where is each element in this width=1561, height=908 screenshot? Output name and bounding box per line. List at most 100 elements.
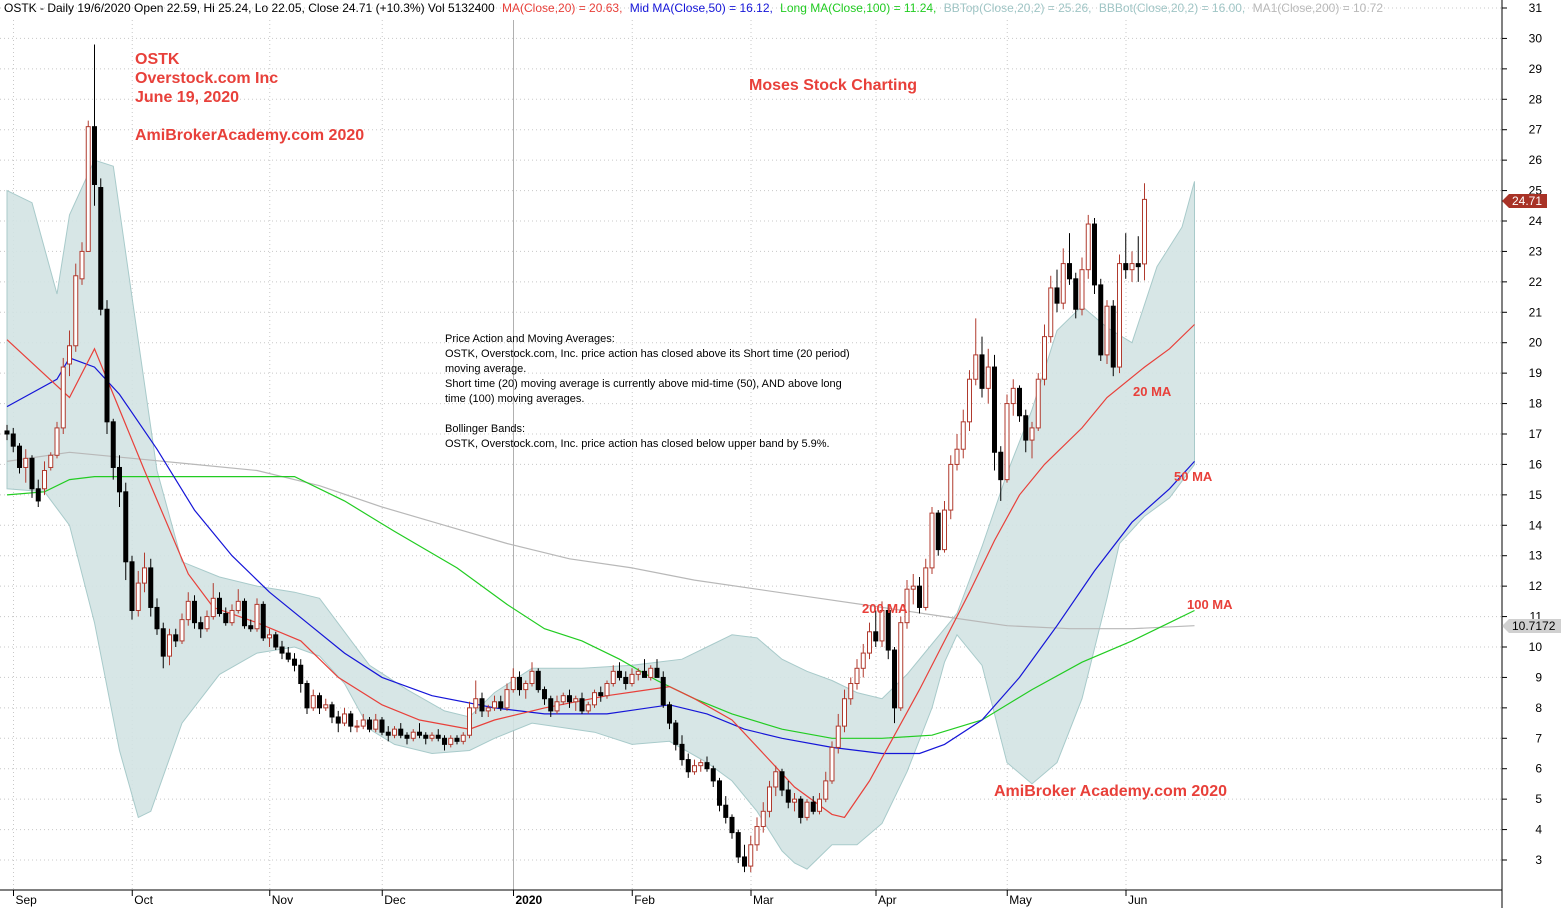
candle-body	[379, 719, 385, 733]
candle	[29, 455, 35, 498]
candle	[867, 622, 872, 660]
candle	[198, 616, 204, 638]
candle-body	[967, 378, 972, 423]
ma50-line	[6, 357, 1195, 755]
candle	[917, 577, 922, 614]
candle-body	[1079, 269, 1085, 310]
candle-body	[404, 734, 410, 739]
candle-body	[742, 856, 747, 867]
candle	[529, 662, 535, 687]
candle	[367, 716, 372, 733]
candle	[1135, 236, 1141, 282]
candle	[217, 592, 222, 617]
y-tick-label: 23	[1529, 244, 1543, 258]
candle	[735, 829, 741, 864]
candle	[229, 604, 235, 626]
candle	[67, 330, 72, 377]
candle	[17, 443, 22, 474]
y-tick-label: 15	[1529, 488, 1543, 502]
candle	[92, 44, 97, 206]
header-symbol-info: OSTK - Daily 19/6/2020 Open 22.59, Hi 25…	[4, 1, 1383, 15]
x-tick-label: May	[1009, 893, 1032, 907]
candle	[579, 692, 585, 714]
candle	[554, 695, 560, 714]
candle	[923, 558, 929, 611]
candle	[317, 692, 322, 714]
candle-body	[135, 582, 141, 611]
candle-body	[354, 725, 360, 728]
candle-body	[535, 670, 541, 691]
candle-body	[610, 670, 616, 685]
candle	[992, 354, 997, 471]
candle	[417, 723, 422, 739]
header-ma20: MA(Close,20) = 20.63,	[502, 1, 622, 15]
candle	[335, 710, 341, 733]
candle	[892, 647, 897, 724]
candle-body	[160, 628, 166, 657]
candle	[442, 735, 447, 751]
candle-body	[23, 457, 29, 468]
candle-body	[592, 692, 597, 706]
candle-body	[348, 713, 354, 727]
candle-body	[398, 728, 404, 736]
candle	[829, 741, 835, 784]
candle	[754, 817, 760, 851]
candle-body	[267, 634, 272, 639]
candle-body	[429, 734, 435, 739]
candle	[210, 583, 216, 620]
candle-body	[985, 366, 991, 389]
note-line: Price Action and Moving Averages:	[445, 333, 615, 345]
y-tick-label: 7	[1535, 731, 1542, 745]
candle-body	[29, 457, 35, 490]
candle	[1085, 214, 1091, 279]
candle-body	[1123, 263, 1129, 271]
candle	[4, 424, 10, 441]
last-price-text: 24.71	[1512, 194, 1542, 208]
candle	[929, 507, 935, 574]
candle	[798, 796, 804, 824]
candle	[348, 710, 354, 733]
candle-body	[85, 126, 91, 252]
candle	[748, 835, 754, 873]
candle-body	[60, 366, 66, 429]
candle-body	[1023, 415, 1029, 441]
candle-body	[1029, 427, 1035, 441]
candle	[354, 720, 360, 733]
candle	[817, 793, 822, 815]
y-tick-label: 14	[1529, 518, 1543, 532]
candle-body	[254, 603, 260, 630]
candle	[292, 653, 297, 672]
candle-body	[860, 652, 866, 669]
candle-body	[1017, 387, 1022, 417]
candle-body	[510, 676, 516, 691]
candle	[342, 707, 347, 727]
candle-body	[667, 704, 672, 724]
candle	[660, 671, 666, 708]
ma50-label: 50 MA	[1174, 469, 1213, 484]
candle-body	[798, 798, 804, 818]
candle	[1129, 251, 1135, 282]
candle-body	[935, 512, 941, 551]
candle-body	[448, 737, 454, 745]
site-label: AmiBrokerAcademy.com 2020	[135, 127, 364, 144]
candle-body	[692, 765, 697, 773]
candle	[585, 701, 591, 714]
candle-body	[98, 187, 104, 310]
candle	[60, 357, 66, 434]
candle-body	[292, 658, 297, 666]
y-tick-label: 31	[1529, 1, 1543, 15]
candle	[429, 732, 435, 742]
candle	[98, 178, 104, 316]
candle	[1079, 257, 1085, 316]
candle-body	[598, 692, 604, 697]
candle	[492, 695, 497, 711]
candle	[260, 601, 266, 641]
candle-body	[1110, 305, 1116, 368]
candle	[985, 348, 991, 404]
candle	[685, 753, 691, 778]
candle-body	[992, 366, 997, 453]
candle	[567, 689, 572, 708]
candle	[42, 461, 47, 495]
candle-body	[48, 454, 54, 468]
